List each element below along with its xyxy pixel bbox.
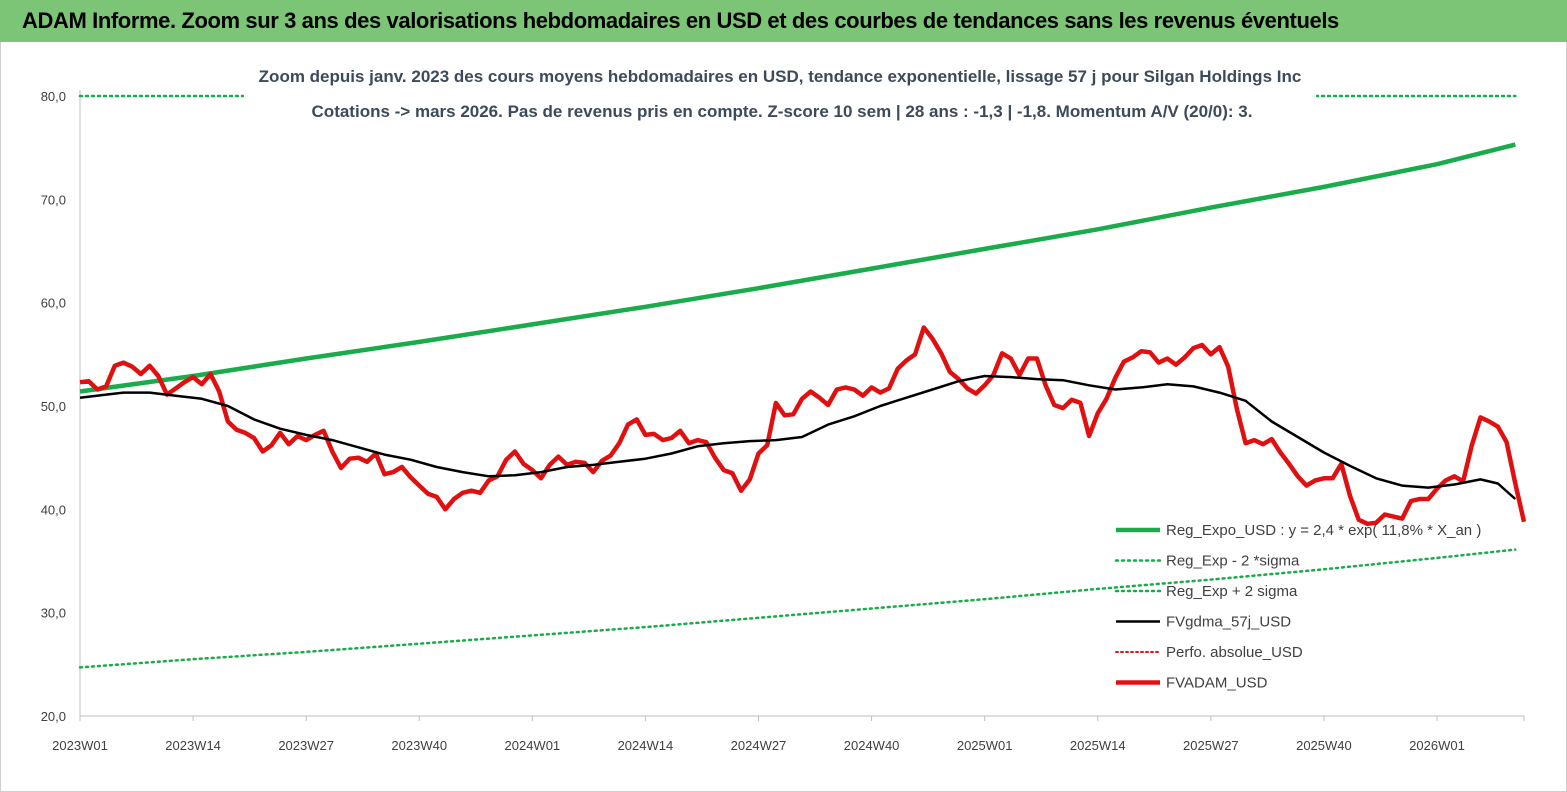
y-tick-label: 70,0 [41, 192, 66, 207]
chart-title: Zoom depuis janv. 2023 des cours moyens … [259, 67, 1302, 86]
legend-label: Reg_Expo_USD : y = 2,4 * exp( 11,8% * X_… [1166, 522, 1481, 539]
x-tick-label: 2024W27 [731, 738, 787, 753]
series-trend-line [79, 142, 1516, 394]
series-price-line [79, 325, 1527, 527]
series-lower-band [78, 548, 1517, 669]
x-tick-label: 2024W40 [844, 738, 900, 753]
y-tick-label: 60,0 [41, 296, 66, 311]
legend-label: FVgdma_57j_USD [1166, 614, 1291, 631]
x-tick-label: 2025W01 [957, 738, 1013, 753]
y-tick-label: 30,0 [41, 606, 66, 621]
y-tick-label: 40,0 [41, 502, 66, 517]
legend-label: Reg_Exp - 2 *sigma [1166, 553, 1300, 570]
title-background [244, 88, 1316, 102]
y-tick-label: 20,0 [41, 709, 66, 724]
y-tick-label: 50,0 [41, 399, 66, 414]
series-smoothed-line [79, 374, 1517, 500]
x-tick-label: 2023W40 [391, 738, 447, 753]
x-tick-label: 2024W14 [618, 738, 674, 753]
x-tick-label: 2025W14 [1070, 738, 1126, 753]
x-tick-label: 2025W40 [1296, 738, 1352, 753]
x-tick-label: 2023W27 [278, 738, 334, 753]
banner-title: ADAM Informe. Zoom sur 3 ans des valoris… [22, 8, 1339, 33]
chart-subtitle: Cotations -> mars 2026. Pas de revenus p… [312, 102, 1253, 121]
x-tick-label: 2024W01 [505, 738, 561, 753]
x-tick-label: 2026W01 [1409, 738, 1465, 753]
banner: ADAM Informe. Zoom sur 3 ans des valoris… [0, 0, 1567, 42]
legend-label: Perfo. absolue_USD [1166, 644, 1303, 661]
legend-label: FVADAM_USD [1166, 675, 1268, 692]
y-tick-label: 80,0 [41, 89, 66, 104]
x-tick-label: 2023W14 [165, 738, 221, 753]
legend-label: Reg_Exp + 2 sigma [1166, 583, 1298, 600]
x-tick-label: 2023W01 [52, 738, 108, 753]
x-tick-label: 2025W27 [1183, 738, 1239, 753]
